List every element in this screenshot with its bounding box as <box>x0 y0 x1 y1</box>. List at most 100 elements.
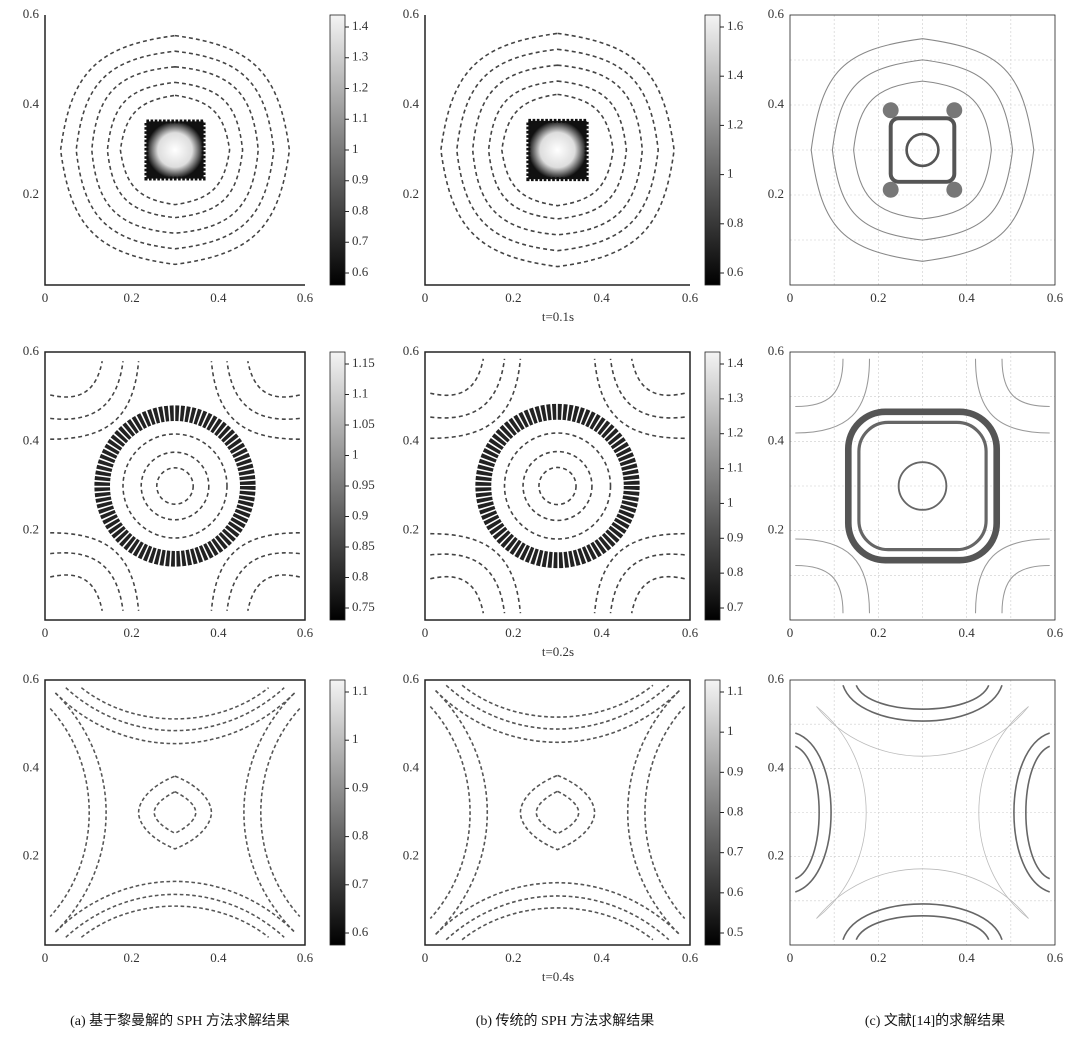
y-tick-label: 0.2 <box>768 186 784 201</box>
colorbar-label: 1.1 <box>727 460 743 475</box>
y-tick-label: 0.2 <box>403 522 419 537</box>
contour-plot <box>430 685 684 939</box>
x-tick-label: 0 <box>787 290 794 305</box>
x-tick-label: 0 <box>42 625 49 640</box>
contour-panel: 0.60.40.200.20.40.61.110.90.80.70.6 <box>23 671 369 965</box>
axes-box <box>45 352 305 620</box>
x-tick-label: 0.4 <box>594 290 611 305</box>
colorbar-label: 0.5 <box>727 924 743 939</box>
colorbar-label: 1.1 <box>352 110 368 125</box>
colorbar-label: 0.7 <box>727 844 744 859</box>
colorbar-label: 0.8 <box>352 568 368 583</box>
colorbar-label: 1.05 <box>352 416 375 431</box>
contour-plot <box>50 361 300 611</box>
x-tick-label: 0 <box>42 290 49 305</box>
colorbar-label: 0.7 <box>352 233 369 248</box>
x-tick-label: 0.6 <box>297 625 314 640</box>
colorbar-label: 1.4 <box>352 18 369 33</box>
colorbar-label: 0.6 <box>727 884 744 899</box>
x-tick-label: 0.6 <box>1047 950 1064 965</box>
x-tick-label: 0.2 <box>124 950 140 965</box>
colorbar-label: 1 <box>727 723 734 738</box>
contour-plot <box>441 33 674 266</box>
colorbar <box>705 680 720 945</box>
x-tick-label: 0.2 <box>124 290 140 305</box>
colorbar-label: 0.7 <box>352 876 369 891</box>
colorbar-label: 0.6 <box>352 924 369 939</box>
x-tick-label: 0.4 <box>959 290 976 305</box>
page: SPH comparison figure { "rows": [ { "tim… <box>0 0 1074 1044</box>
colorbar-label: 1.2 <box>352 79 368 94</box>
contour-panel: 0.60.40.200.20.40.61.41.31.21.110.90.80.… <box>403 343 744 640</box>
x-tick-label: 0.2 <box>870 950 886 965</box>
x-tick-label: 0 <box>42 950 49 965</box>
colorbar-label: 0.6 <box>352 264 369 279</box>
colorbar-label: 1 <box>727 166 734 181</box>
colorbar <box>705 15 720 285</box>
x-tick-label: 0 <box>422 950 429 965</box>
x-tick-label: 0.2 <box>505 950 521 965</box>
colorbar-label: 1.1 <box>352 683 368 698</box>
x-tick-label: 0.6 <box>297 950 314 965</box>
y-tick-label: 0.6 <box>768 343 785 358</box>
y-tick-label: 0.4 <box>768 96 785 111</box>
colorbar <box>330 15 345 285</box>
colorbar-label: 0.8 <box>352 828 368 843</box>
y-tick-label: 0.2 <box>768 848 784 863</box>
colorbar-label: 0.75 <box>352 599 375 614</box>
x-tick-label: 0.4 <box>959 625 976 640</box>
axes-box <box>45 680 305 945</box>
y-tick-label: 0.4 <box>768 432 785 447</box>
colorbar-label: 1 <box>727 494 734 509</box>
y-tick-label: 0.4 <box>23 432 40 447</box>
x-tick-label: 0.4 <box>594 625 611 640</box>
colorbar-label: 1.2 <box>727 425 743 440</box>
x-tick-label: 0.4 <box>210 625 227 640</box>
colorbar-label: 0.8 <box>727 215 743 230</box>
colorbar-label: 1 <box>352 141 359 156</box>
y-tick-label: 0.6 <box>23 6 40 21</box>
y-tick-label: 0.2 <box>403 186 419 201</box>
y-tick-label: 0.6 <box>768 671 785 686</box>
colorbar-label: 1.3 <box>352 49 368 64</box>
x-tick-label: 0.2 <box>870 290 886 305</box>
colorbar-label: 1.1 <box>727 683 743 698</box>
y-tick-label: 0.4 <box>23 96 40 111</box>
y-tick-label: 0.4 <box>403 96 420 111</box>
caption: (a) 基于黎曼解的 SPH 方法求解结果 <box>70 1012 290 1029</box>
y-tick-label: 0.4 <box>403 759 420 774</box>
y-tick-label: 0.6 <box>403 343 420 358</box>
contour-plot <box>61 36 290 265</box>
colorbar-label: 1.1 <box>352 385 368 400</box>
colorbar-label: 1.4 <box>727 355 744 370</box>
x-tick-label: 0.2 <box>870 625 886 640</box>
y-tick-label: 0.2 <box>23 848 39 863</box>
x-tick-label: 0 <box>422 625 429 640</box>
time-label: t=0.1s <box>542 309 574 324</box>
colorbar-label: 0.6 <box>727 264 744 279</box>
y-tick-label: 0.2 <box>23 522 39 537</box>
colorbar-label: 1.2 <box>727 116 743 131</box>
colorbar-label: 1 <box>352 446 359 461</box>
colorbar-label: 0.9 <box>352 507 368 522</box>
colorbar-label: 0.85 <box>352 538 375 553</box>
figure: 0.6 0.4 0.2 0 0.2 0.4 0.6 1.4 1.3 1.2 1.1 1 0.9 0.8 0.… <box>0 0 1074 1044</box>
colorbar-label: 0.7 <box>727 599 744 614</box>
y-tick-label: 0.4 <box>768 759 785 774</box>
colorbar-label: 0.8 <box>727 803 743 818</box>
y-tick-label: 0.6 <box>403 6 420 21</box>
colorbar-label: 1 <box>352 731 359 746</box>
x-tick-label: 0.4 <box>959 950 976 965</box>
x-tick-label: 0 <box>422 290 429 305</box>
x-tick-label: 0.6 <box>297 290 314 305</box>
colorbar <box>330 352 345 620</box>
contour-plot <box>50 688 300 938</box>
colorbar-label: 1.15 <box>352 355 375 370</box>
x-tick-label: 0.6 <box>682 290 699 305</box>
axes-box <box>425 352 690 620</box>
colorbar-label: 0.9 <box>727 763 743 778</box>
